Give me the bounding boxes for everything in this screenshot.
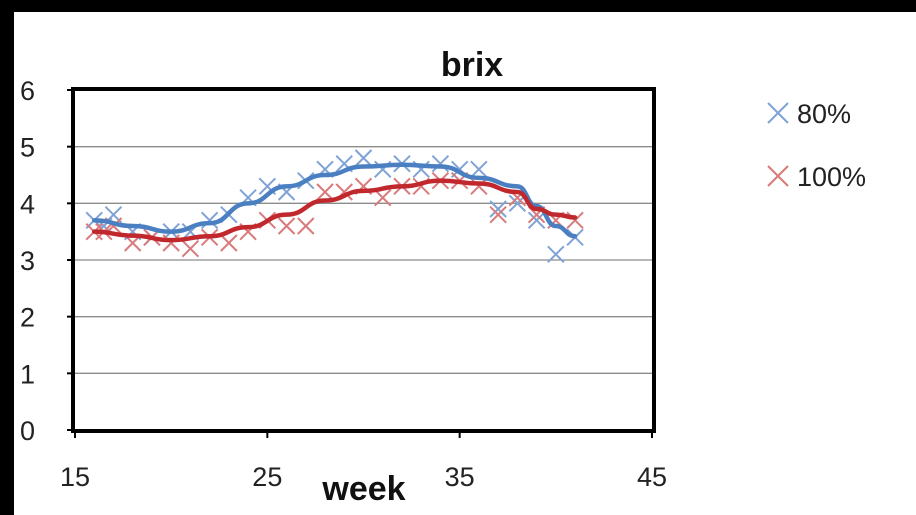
data-point xyxy=(470,177,488,196)
x-tick-label: 35 xyxy=(445,462,475,492)
data-point xyxy=(527,211,546,230)
plot-border xyxy=(71,87,656,433)
y-tick-label: 6 xyxy=(20,76,35,106)
x-tick-label: 45 xyxy=(637,462,667,492)
series-0 xyxy=(85,149,584,264)
data-point xyxy=(547,245,565,264)
legend-label: 100% xyxy=(797,162,866,192)
grid-lines xyxy=(67,89,653,438)
data-point xyxy=(374,188,392,207)
y-tick-label: 2 xyxy=(20,303,35,333)
legend: 80% 100% xyxy=(767,99,866,192)
legend-marker xyxy=(767,165,789,187)
y-tick-label: 0 xyxy=(20,416,35,446)
x-tick-labels: 15 25 35 45 xyxy=(60,462,667,492)
trend-line-series-1 xyxy=(91,178,578,243)
legend-marker xyxy=(767,102,789,124)
series-1 xyxy=(85,171,584,258)
data-point xyxy=(162,234,180,252)
data-point xyxy=(354,149,373,167)
y-tick-label: 1 xyxy=(20,359,35,389)
data-point xyxy=(489,200,507,218)
x-axis-label: week xyxy=(321,470,405,508)
data-point xyxy=(470,160,488,179)
chart-title: brix xyxy=(441,46,503,84)
x-tick-label: 15 xyxy=(60,462,90,492)
legend-label: 80% xyxy=(797,99,851,129)
y-tick-label: 3 xyxy=(20,246,35,276)
data-point xyxy=(566,211,584,230)
data-point xyxy=(181,239,200,258)
series-layer xyxy=(85,149,584,264)
data-point xyxy=(297,217,315,235)
y-tick-label: 5 xyxy=(20,133,35,163)
data-point xyxy=(489,205,507,224)
y-tick-labels: 0 1 2 3 4 5 6 xyxy=(20,76,35,446)
x-tick-label: 25 xyxy=(252,462,282,492)
data-point xyxy=(277,217,296,235)
y-tick-label: 4 xyxy=(20,189,35,219)
data-point xyxy=(220,234,238,252)
data-point xyxy=(316,183,334,201)
data-point xyxy=(431,154,450,173)
